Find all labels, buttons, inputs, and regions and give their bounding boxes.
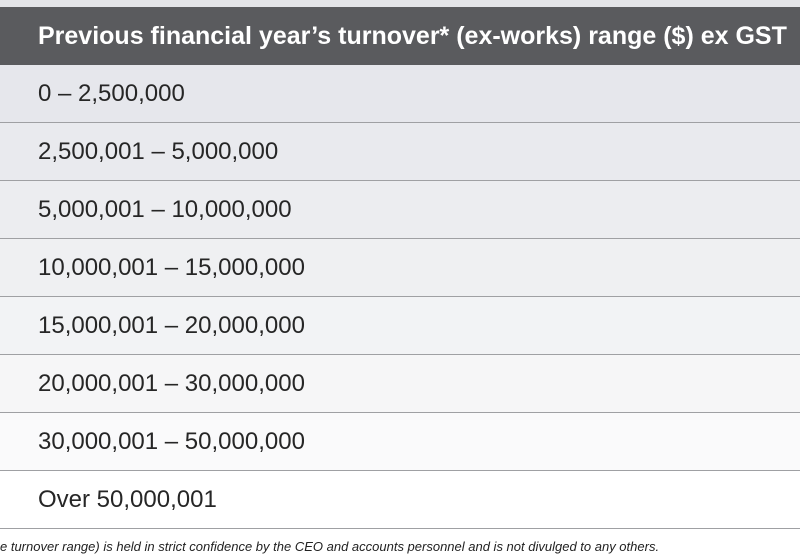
table-row: 30,000,001 – 50,000,000	[0, 413, 800, 471]
table-row: Over 50,000,001	[0, 471, 800, 529]
table-row: 10,000,001 – 15,000,000	[0, 239, 800, 297]
table-row: 20,000,001 – 30,000,000	[0, 355, 800, 413]
table-row: 2,500,001 – 5,000,000	[0, 123, 800, 181]
footnote: e turnover range) is held in strict conf…	[0, 539, 660, 554]
table-row: 5,000,001 – 10,000,000	[0, 181, 800, 239]
table-header: Previous financial year’s turnover* (ex-…	[0, 7, 800, 65]
turnover-range-table: Previous financial year’s turnover* (ex-…	[0, 7, 800, 529]
table-row: 15,000,001 – 20,000,000	[0, 297, 800, 355]
table-body: 0 – 2,500,000 2,500,001 – 5,000,000 5,000,…	[0, 65, 800, 529]
table-row: 0 – 2,500,000	[0, 65, 800, 123]
top-divider	[0, 0, 800, 7]
